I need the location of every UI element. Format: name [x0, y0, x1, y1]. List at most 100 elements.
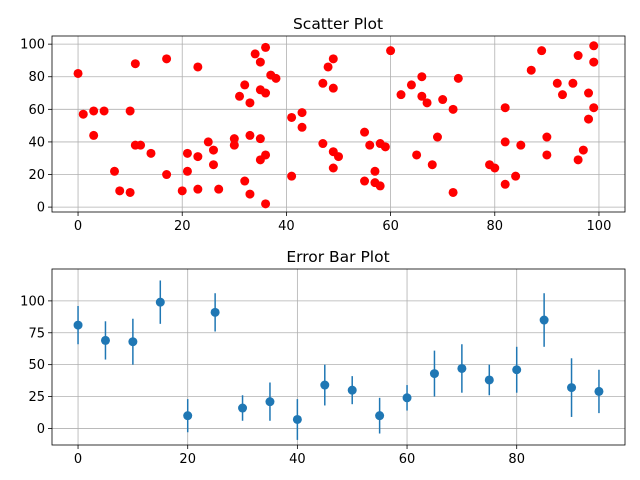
- scatter-point: [89, 130, 99, 140]
- errorbar-point: [594, 386, 604, 396]
- scatter-point: [318, 78, 328, 88]
- scatter-point: [500, 103, 510, 113]
- scatter-point: [360, 127, 370, 137]
- x-tick-label: 60: [399, 452, 416, 467]
- x-tick-label: 0: [74, 452, 82, 467]
- scatter-point: [193, 62, 203, 72]
- scatter-point: [584, 88, 594, 98]
- scatter-point: [386, 46, 396, 56]
- errorbar-point: [375, 411, 385, 421]
- scatter-point: [287, 171, 297, 181]
- scatter-point: [261, 199, 271, 209]
- scatter-point: [235, 91, 245, 101]
- scatter-point: [245, 98, 255, 108]
- scatter-point: [406, 80, 416, 90]
- y-tick-label: 100: [20, 294, 45, 309]
- scatter-point: [182, 148, 192, 158]
- x-tick-label: 40: [278, 219, 295, 234]
- scatter-point: [261, 150, 271, 160]
- scatter-point: [229, 140, 239, 150]
- errorbar-point: [347, 385, 357, 395]
- scatter-plot-points: [73, 41, 599, 209]
- scatter-point: [73, 68, 83, 78]
- x-tick-label: 20: [179, 452, 196, 467]
- scatter-point: [193, 152, 203, 162]
- scatter-point: [318, 139, 328, 149]
- scatter-point: [427, 160, 437, 170]
- errorbar-plot-grid: [52, 269, 625, 445]
- errorbar-point: [484, 375, 494, 385]
- scatter-point: [162, 170, 172, 180]
- scatter-point: [208, 160, 218, 170]
- scatter-point: [448, 187, 458, 197]
- scatter-point: [542, 150, 552, 160]
- x-tick-label: 80: [486, 219, 503, 234]
- scatter-point: [557, 90, 567, 100]
- scatter-point: [229, 134, 239, 144]
- scatter-point: [375, 181, 385, 191]
- scatter-point: [110, 166, 120, 176]
- scatter-point: [500, 179, 510, 189]
- scatter-point: [511, 171, 521, 181]
- scatter-point: [193, 184, 203, 194]
- scatter-point: [589, 103, 599, 113]
- scatter-point: [115, 186, 125, 196]
- errorbar-point: [457, 363, 467, 373]
- scatter-point: [589, 57, 599, 67]
- scatter-point: [287, 112, 297, 122]
- scatter-point: [78, 109, 88, 119]
- y-tick-label: 60: [28, 103, 45, 118]
- x-tick-label: 100: [587, 219, 612, 234]
- scatter-point: [162, 54, 172, 64]
- x-tick-label: 80: [508, 452, 525, 467]
- scatter-point: [448, 104, 458, 114]
- errorbar-plot-title: Error Bar Plot: [286, 248, 389, 266]
- scatter-point: [500, 137, 510, 147]
- scatter-point: [328, 163, 338, 173]
- y-tick-label: 25: [28, 390, 45, 405]
- errorbar-point: [100, 335, 110, 345]
- scatter-point: [417, 91, 427, 101]
- scatter-point: [125, 187, 135, 197]
- errorbar-point: [402, 393, 412, 403]
- errorbar-plot-ticks: 0 20 40 60 80 0 25 50 75 100: [20, 294, 525, 467]
- scatter-point: [552, 78, 562, 88]
- scatter-point: [526, 65, 536, 75]
- scatter-point: [271, 73, 281, 83]
- errorbar-point: [210, 307, 220, 317]
- scatter-plot-ticks: 0 20 40 60 80 100 0 20 40 60 80 100: [20, 38, 611, 234]
- errorbar-plot-frame: [51, 268, 626, 446]
- scatter-point: [365, 140, 375, 150]
- errorbar-plot-points: [73, 280, 604, 440]
- scatter-point: [573, 51, 583, 61]
- scatter-point: [245, 130, 255, 140]
- errorbar-point: [320, 380, 330, 390]
- errorbar-point: [238, 403, 248, 413]
- scatter-point: [250, 49, 260, 59]
- scatter-point: [245, 189, 255, 199]
- scatter-point: [334, 152, 343, 162]
- scatter-point: [255, 134, 265, 144]
- scatter-point: [589, 41, 599, 51]
- scatter-point: [261, 88, 271, 98]
- errorbar-point: [512, 365, 522, 375]
- y-tick-label: 50: [28, 358, 45, 373]
- errorbar-point: [128, 337, 138, 347]
- scatter-plot-grid: [52, 36, 625, 212]
- scatter-point: [130, 59, 140, 69]
- scatter-point: [328, 83, 338, 93]
- x-tick-label: 0: [74, 219, 82, 234]
- scatter-point: [438, 95, 448, 105]
- x-tick-label: 40: [289, 452, 306, 467]
- scatter-point: [240, 176, 250, 186]
- scatter-point: [584, 114, 594, 124]
- scatter-plot-axes: Scatter Plot 0 20 40 60 80 100 0 20 40 60 80 100: [20, 15, 626, 234]
- errorbar-point: [265, 397, 275, 407]
- scatter-point: [99, 106, 109, 116]
- scatter-plot-frame: [51, 35, 626, 213]
- scatter-point: [261, 42, 271, 52]
- errorbar-point: [429, 369, 439, 379]
- scatter-point: [214, 184, 224, 194]
